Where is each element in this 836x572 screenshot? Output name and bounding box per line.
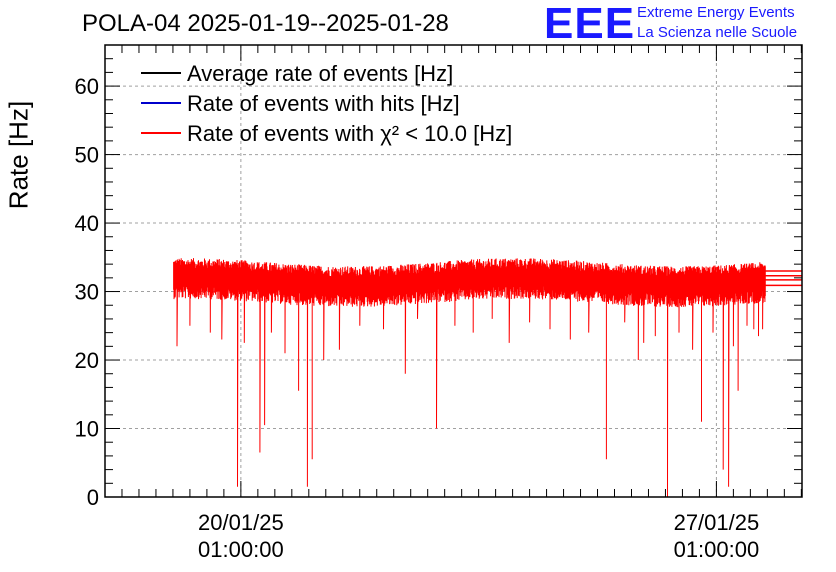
logo-line-1: Extreme Energy Events [637,4,795,21]
legend-label: Average rate of events [Hz] [187,61,453,86]
x-tick-label-time: 01:00:00 [674,537,760,562]
chart-title: POLA-04 2025-01-19--2025-01-28 [82,10,449,37]
legend-label: Rate of events with hits [Hz] [187,91,460,116]
y-tick-label: 30 [75,280,99,305]
logo-line-2: La Scienza nelle Scuole [637,24,798,41]
x-tick-label-time: 01:00:00 [198,537,284,562]
y-tick-label: 10 [75,417,99,442]
y-tick-label: 60 [75,74,99,99]
legend-label: Rate of events with χ² < 10.0 [Hz] [187,121,512,146]
y-tick-label: 20 [75,348,99,373]
x-tick-label-date: 27/01/25 [674,510,760,535]
eee-logo: EEE [544,0,636,48]
plot-frame [104,44,803,498]
y-tick-label: 50 [75,143,99,168]
y-tick-label: 40 [75,211,99,236]
x-tick-label-date: 20/01/25 [198,510,284,535]
y-tick-label: 0 [87,485,99,510]
series-line-chi2 [173,258,766,498]
